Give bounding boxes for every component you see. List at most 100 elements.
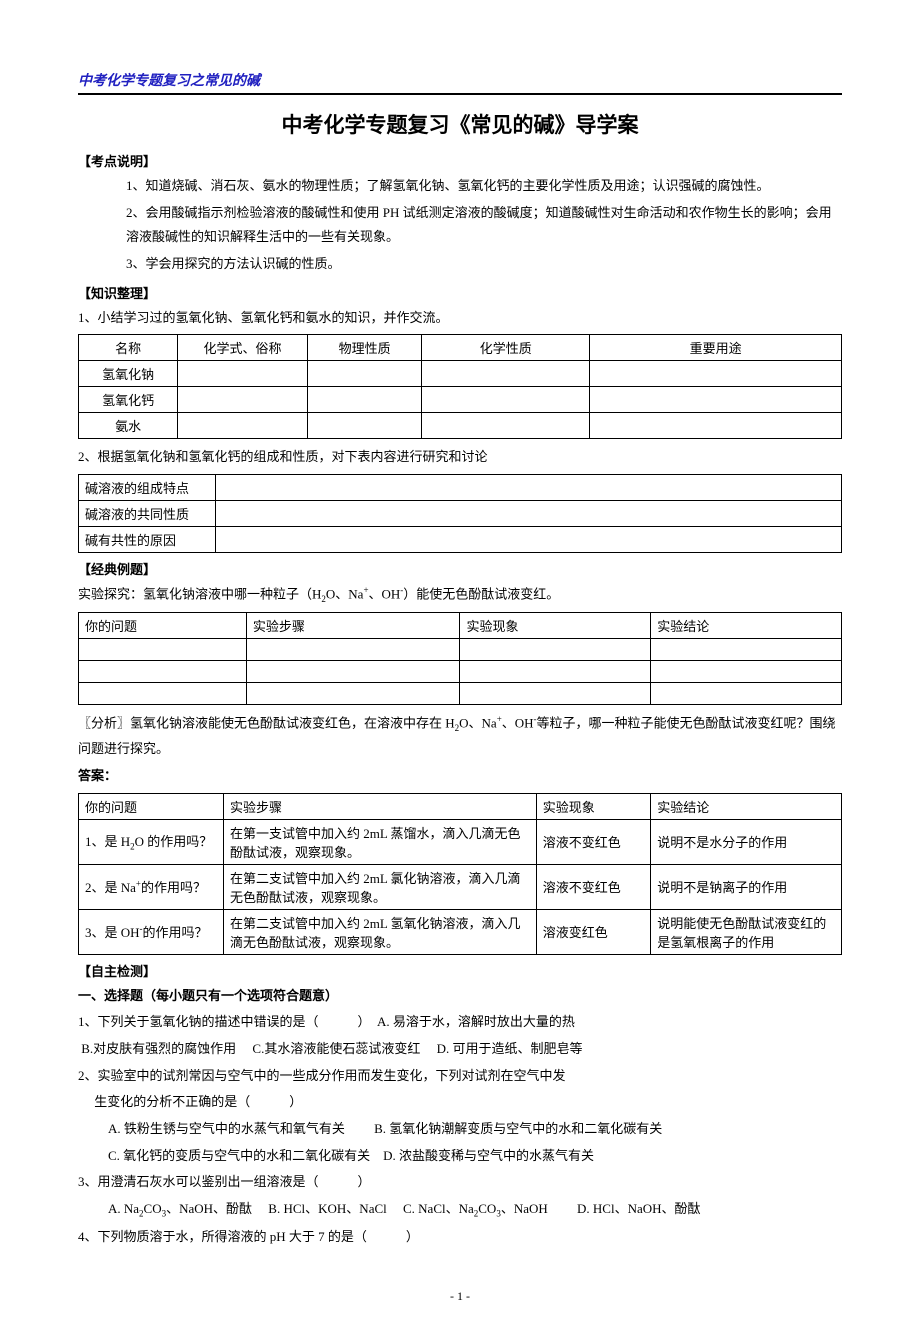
txt: O、Na	[459, 715, 497, 730]
cell	[307, 361, 421, 387]
th-chemical: 化学性质	[422, 335, 590, 361]
cell	[422, 413, 590, 439]
q2-line4: C. 氧化钙的变质与空气中的水和二氧化碳有关 D. 浓盐酸变稀与空气中的水蒸气有…	[108, 1144, 842, 1169]
txt: 、OH	[502, 715, 534, 730]
table-row: 1、是 H2O 的作用吗？ 在第一支试管中加入约 2mL 蒸馏水，滴入几滴无色酚…	[79, 819, 842, 864]
table-discussion: 碱溶液的组成特点 碱溶液的共同性质 碱有共性的原因	[78, 474, 842, 553]
q2-line1: 2、实验室中的试剂常因与空气中的一些成分作用而发生变化，下列对试剂在空气中发	[78, 1064, 842, 1089]
q4-line1: 4、下列物质溶于水，所得溶液的 pH 大于 7 的是（ ）	[78, 1225, 842, 1250]
cell-reason: 碱有共性的原因	[79, 527, 216, 553]
q3-line1: 3、用澄清石灰水可以鉴别出一组溶液是（ ）	[78, 1170, 842, 1195]
cell-caoh2: 氢氧化钙	[79, 387, 178, 413]
table-row: 碱有共性的原因	[79, 527, 842, 553]
cell	[590, 361, 842, 387]
cell-q2: 2、是 Na+的作用吗？	[79, 864, 224, 909]
cell-step2: 在第二支试管中加入约 2mL 氯化钠溶液，滴入几滴无色酚酞试液，观察现象。	[223, 864, 536, 909]
cell-conc1: 说明不是水分子的作用	[651, 819, 842, 864]
section-kaodian-label: 【考点说明】	[78, 151, 842, 170]
cell	[590, 413, 842, 439]
txt: 1、是 H	[85, 834, 130, 849]
table-header-row: 名称 化学式、俗称 物理性质 化学性质 重要用途	[79, 335, 842, 361]
txt: 的作用吗？	[143, 925, 208, 940]
th-physical: 物理性质	[307, 335, 421, 361]
txt: B.对皮肤有强烈的腐蚀作用 C.其水溶液能使石蕊试液变红 D. 可用于造纸、制肥…	[81, 1041, 582, 1056]
th-name: 名称	[79, 335, 178, 361]
th-question: 你的问题	[79, 613, 247, 639]
section-selftest-label: 【自主检测】	[78, 961, 842, 980]
table-row: 氢氧化钙	[79, 387, 842, 413]
cell	[590, 387, 842, 413]
cell	[460, 661, 651, 683]
q1-line1: 1、下列关于氢氧化钠的描述中错误的是（ ） A. 易溶于水，溶解时放出大量的热	[78, 1010, 842, 1035]
cell-common-prop: 碱溶液的共同性质	[79, 501, 216, 527]
q3-line2: A. Na2CO3、NaOH、酚酞 B. HCl、KOH、NaCl C. NaC…	[108, 1197, 842, 1223]
cell-conc2: 说明不是钠离子的作用	[651, 864, 842, 909]
cell	[651, 661, 842, 683]
cell	[307, 387, 421, 413]
cell	[216, 527, 842, 553]
cell	[246, 683, 460, 705]
cell-step1: 在第一支试管中加入约 2mL 蒸馏水，滴入几滴无色酚酞试液，观察现象。	[223, 819, 536, 864]
txt: 的作用吗？	[141, 880, 206, 895]
table-row: 碱溶液的组成特点	[79, 475, 842, 501]
txt: 3、是 OH	[85, 925, 140, 940]
q1-line2: B.对皮肤有强烈的腐蚀作用 C.其水溶液能使石蕊试液变红 D. 可用于造纸、制肥…	[78, 1037, 842, 1062]
table-header-row: 你的问题 实验步骤 实验现象 实验结论	[79, 613, 842, 639]
cell	[246, 661, 460, 683]
cell	[178, 387, 308, 413]
cell-composition: 碱溶液的组成特点	[79, 475, 216, 501]
page: 中考化学专题复习之常见的碱 中考化学专题复习《常见的碱》导学案 【考点说明】 1…	[0, 0, 920, 1334]
txt: ）能使无色酚酞试液变红。	[403, 586, 559, 601]
header-region: 中考化学专题复习之常见的碱	[78, 70, 842, 95]
page-title: 中考化学专题复习《常见的碱》导学案	[78, 109, 842, 139]
txt: 、NaOH D. HCl、NaOH、酚酞	[501, 1201, 701, 1216]
page-footer: - 1 -	[78, 1289, 842, 1304]
txt: 2、是 Na	[85, 880, 136, 895]
txt: O 的作用吗？	[135, 834, 213, 849]
section-zhishi-label: 【知识整理】	[78, 283, 842, 302]
table-row: 氨水	[79, 413, 842, 439]
cell	[178, 361, 308, 387]
selftest-sub: 一、选择题（每小题只有一个选项符合题意）	[78, 984, 842, 1009]
txt: 〖分析〗氢氧化钠溶液能使无色酚酞试液变红色，在溶液中存在 H	[78, 715, 455, 730]
zhishi-intro2: 2、根据氢氧化钠和氢氧化钙的组成和性质，对下表内容进行研究和讨论	[78, 445, 842, 470]
cell	[216, 475, 842, 501]
cell-nh3: 氨水	[79, 413, 178, 439]
table-row	[79, 639, 842, 661]
kaodian-p1: 1、知道烧碱、消石灰、氨水的物理性质；了解氢氧化钠、氢氧化钙的主要化学性质及用途…	[126, 174, 842, 199]
table-experiment-answer: 你的问题 实验步骤 实验现象 实验结论 1、是 H2O 的作用吗？ 在第一支试管…	[78, 793, 842, 955]
table-row: 碱溶液的共同性质	[79, 501, 842, 527]
header-text: 中考化学专题复习之常见的碱	[78, 74, 260, 89]
cell-phen3: 溶液变红色	[536, 909, 650, 954]
cell-conc3: 说明能使无色酚酞试液变红的是氢氧根离子的作用	[651, 909, 842, 954]
txt: 、NaOH、酚酞 B. HCl、KOH、NaCl C. NaCl、Na	[166, 1201, 474, 1216]
table-header-row: 你的问题 实验步骤 实验现象 实验结论	[79, 793, 842, 819]
zhishi-intro1: 1、小结学习过的氢氧化钠、氢氧化钙和氨水的知识，并作交流。	[78, 306, 842, 331]
th-formula: 化学式、俗称	[178, 335, 308, 361]
th-use: 重要用途	[590, 335, 842, 361]
example-intro: 实验探究：氢氧化钠溶液中哪一种粒子（H2O、Na+、OH-）能使无色酚酞试液变红…	[78, 582, 842, 608]
cell	[79, 661, 247, 683]
cell	[216, 501, 842, 527]
txt: 生变化的分析不正确的是（ ）	[94, 1094, 302, 1109]
th-question: 你的问题	[79, 793, 224, 819]
cell	[460, 639, 651, 661]
th-steps: 实验步骤	[246, 613, 460, 639]
cell	[79, 683, 247, 705]
cell	[651, 683, 842, 705]
cell-q3: 3、是 OH-的作用吗？	[79, 909, 224, 954]
cell	[79, 639, 247, 661]
cell-phen1: 溶液不变红色	[536, 819, 650, 864]
table-experiment-blank: 你的问题 实验步骤 实验现象 实验结论	[78, 612, 842, 705]
th-conclusion: 实验结论	[651, 613, 842, 639]
kaodian-body: 1、知道烧碱、消石灰、氨水的物理性质；了解氢氧化钠、氢氧化钙的主要化学性质及用途…	[126, 174, 842, 277]
cell-step3: 在第二支试管中加入约 2mL 氢氧化钠溶液，滴入几滴无色酚酞试液，观察现象。	[223, 909, 536, 954]
cell	[422, 387, 590, 413]
kaodian-p3: 3、学会用探究的方法认识碱的性质。	[126, 252, 842, 277]
th-steps: 实验步骤	[223, 793, 536, 819]
kaodian-p2: 2、会用酸碱指示剂检验溶液的酸碱性和使用 PH 试纸测定溶液的酸碱度；知道酸碱性…	[126, 201, 842, 250]
cell	[422, 361, 590, 387]
txt: O、Na	[326, 586, 364, 601]
cell-naoh: 氢氧化钠	[79, 361, 178, 387]
cell	[460, 683, 651, 705]
